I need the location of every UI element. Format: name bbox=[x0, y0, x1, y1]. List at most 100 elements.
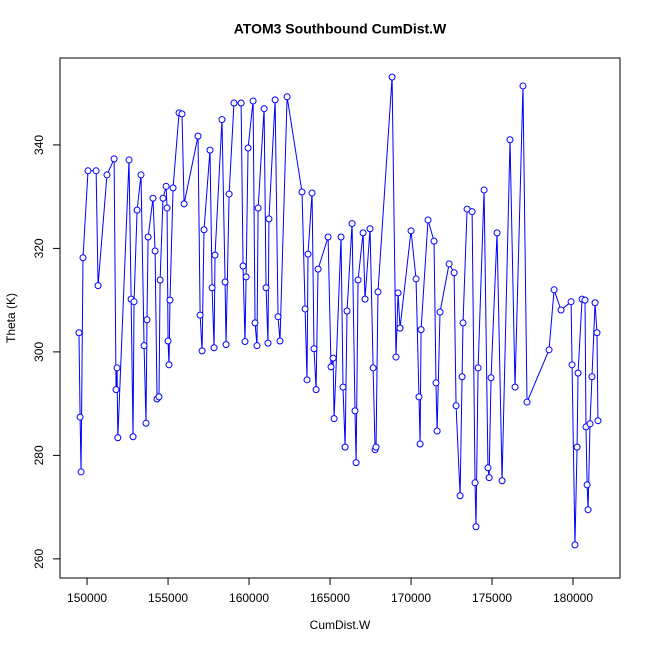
data-point bbox=[103, 171, 111, 179]
data-point bbox=[144, 233, 152, 241]
data-point bbox=[244, 144, 252, 152]
x-axis-label: CumDist.W bbox=[310, 618, 371, 632]
data-point bbox=[230, 99, 238, 107]
data-point bbox=[354, 276, 362, 284]
data-point bbox=[330, 415, 338, 423]
data-point bbox=[519, 82, 527, 90]
data-point bbox=[140, 342, 148, 350]
data-point bbox=[239, 262, 247, 270]
data-point bbox=[130, 298, 138, 306]
data-point bbox=[339, 383, 347, 391]
data-point bbox=[208, 284, 216, 292]
data-point bbox=[79, 254, 87, 262]
data-point bbox=[417, 326, 425, 334]
data-point bbox=[210, 344, 218, 352]
data-point bbox=[568, 361, 576, 369]
data-point bbox=[581, 296, 589, 304]
data-point bbox=[264, 339, 272, 347]
data-point bbox=[92, 167, 100, 175]
data-point bbox=[196, 311, 204, 319]
data-point bbox=[206, 146, 214, 154]
data-point bbox=[178, 110, 186, 118]
y-tick-label: 340 bbox=[32, 135, 46, 155]
y-axis-label: Theta (K) bbox=[4, 293, 18, 343]
data-point bbox=[484, 464, 492, 472]
data-point bbox=[412, 275, 420, 283]
data-point bbox=[594, 417, 602, 425]
data-point bbox=[511, 383, 519, 391]
data-point bbox=[308, 189, 316, 197]
x-tick-label: 170000 bbox=[391, 591, 431, 605]
x-tick-label: 160000 bbox=[229, 591, 269, 605]
data-point bbox=[143, 316, 151, 324]
data-point bbox=[586, 420, 594, 428]
y-tick-label: 260 bbox=[32, 549, 46, 569]
data-point bbox=[506, 136, 514, 144]
data-point bbox=[459, 319, 467, 327]
data-point bbox=[474, 364, 482, 372]
data-point bbox=[314, 265, 322, 273]
data-point bbox=[456, 492, 464, 500]
data-point bbox=[472, 523, 480, 531]
data-line bbox=[78, 77, 599, 545]
data-point bbox=[301, 305, 309, 313]
data-point bbox=[327, 363, 335, 371]
data-point bbox=[155, 393, 163, 401]
data-point bbox=[211, 251, 219, 259]
data-point bbox=[471, 479, 479, 487]
data-point bbox=[567, 298, 575, 306]
data-point bbox=[351, 407, 359, 415]
data-point bbox=[162, 182, 170, 190]
data-point bbox=[343, 307, 351, 315]
data-point bbox=[485, 474, 493, 482]
data-point bbox=[75, 329, 83, 337]
data-point bbox=[468, 208, 476, 216]
data-point bbox=[574, 369, 582, 377]
data-point bbox=[303, 376, 311, 384]
x-tick-label: 150000 bbox=[67, 591, 107, 605]
data-point bbox=[142, 419, 150, 427]
data-point bbox=[221, 278, 229, 286]
data-point bbox=[593, 329, 601, 337]
data-point bbox=[366, 225, 374, 233]
data-point bbox=[583, 481, 591, 489]
x-tick-label: 175000 bbox=[472, 591, 512, 605]
data-point bbox=[163, 204, 171, 212]
y-tick-label: 300 bbox=[32, 342, 46, 362]
data-point bbox=[388, 73, 396, 81]
data-point bbox=[84, 167, 92, 175]
data-point bbox=[276, 337, 284, 345]
data-point bbox=[112, 386, 120, 394]
data-point bbox=[114, 434, 122, 442]
data-point bbox=[125, 156, 133, 164]
data-point bbox=[480, 186, 488, 194]
data-point bbox=[304, 250, 312, 258]
data-point bbox=[169, 184, 177, 192]
data-point bbox=[545, 346, 553, 354]
data-point bbox=[260, 105, 268, 113]
data-point bbox=[254, 204, 262, 212]
data-point bbox=[225, 190, 233, 198]
data-point bbox=[283, 93, 291, 101]
data-point bbox=[337, 233, 345, 241]
data-point bbox=[262, 284, 270, 292]
data-point bbox=[274, 313, 282, 321]
data-point bbox=[550, 286, 558, 294]
data-point bbox=[571, 541, 579, 549]
data-point bbox=[249, 97, 257, 105]
x-tick-label: 165000 bbox=[310, 591, 350, 605]
data-point bbox=[430, 237, 438, 245]
data-point bbox=[352, 459, 360, 467]
data-point bbox=[452, 402, 460, 410]
data-point bbox=[137, 171, 145, 179]
data-point bbox=[369, 364, 377, 372]
data-point bbox=[165, 361, 173, 369]
data-point bbox=[129, 433, 137, 441]
data-point bbox=[573, 443, 581, 451]
data-point bbox=[166, 296, 174, 304]
data-point bbox=[329, 354, 337, 362]
data-point bbox=[458, 373, 466, 381]
data-point bbox=[588, 373, 596, 381]
